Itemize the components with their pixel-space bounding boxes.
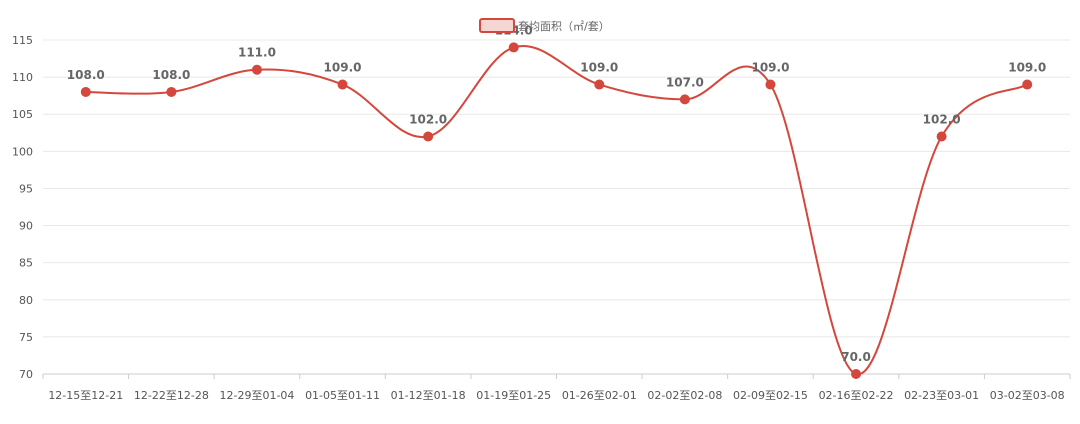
x-tick-label: 01-12至01-18 <box>391 389 466 402</box>
data-label: 109.0 <box>580 61 618 75</box>
y-axis: 115 110 105 100 95 90 85 80 75 70 <box>12 34 33 381</box>
data-point[interactable] <box>166 86 177 97</box>
legend-label[interactable]: 套均面积（㎡/套） <box>518 20 610 33</box>
series-line <box>85 45 1028 376</box>
data-point[interactable] <box>251 64 262 75</box>
x-tick-label: 01-19至01-25 <box>476 389 551 402</box>
x-tick-label: 03-02至03-08 <box>990 389 1065 402</box>
data-label: 108.0 <box>152 68 190 82</box>
data-point[interactable] <box>851 369 862 379</box>
y-tick-label: 110 <box>12 71 33 84</box>
y-tick-label: 75 <box>19 331 33 344</box>
data-point[interactable] <box>423 131 434 142</box>
data-point[interactable] <box>337 79 348 90</box>
data-label: 70.0 <box>841 350 871 364</box>
y-tick-label: 80 <box>19 294 33 307</box>
y-tick-label: 105 <box>12 108 33 121</box>
y-tick-label: 85 <box>19 257 33 270</box>
data-point[interactable] <box>594 79 605 90</box>
y-tick-label: 115 <box>12 34 33 47</box>
data-label: 109.0 <box>324 61 362 75</box>
x-tick-label: 01-05至01-11 <box>305 389 380 402</box>
legend-swatch[interactable] <box>479 18 515 33</box>
data-label: 109.0 <box>751 61 789 75</box>
data-point[interactable] <box>765 79 776 90</box>
y-tick-label: 95 <box>19 182 33 195</box>
data-label: 111.0 <box>238 46 276 60</box>
y-tick-label: 100 <box>12 145 33 158</box>
data-point[interactable] <box>679 94 690 105</box>
x-tick-label: 12-29至01-04 <box>219 389 294 402</box>
x-tick-label: 02-09至02-15 <box>733 389 808 402</box>
data-label: 108.0 <box>67 68 105 82</box>
y-tick-label: 70 <box>19 368 33 381</box>
legend[interactable]: 套均面积（㎡/套） <box>479 18 610 33</box>
data-label: 102.0 <box>409 112 447 126</box>
x-tick-label: 02-16至02-22 <box>819 389 894 402</box>
data-point[interactable] <box>508 42 519 53</box>
data-label: 109.0 <box>1008 61 1046 75</box>
x-tick-label: 12-15至12-21 <box>48 389 123 402</box>
y-tick-label: 90 <box>19 220 33 233</box>
x-tick-label: 01-26至02-01 <box>562 389 637 402</box>
series-layer: 108.0108.0111.0109.0102.0114.0109.0107.0… <box>67 23 1046 379</box>
data-point[interactable] <box>1022 79 1033 90</box>
data-point[interactable] <box>80 86 91 97</box>
data-label: 107.0 <box>666 75 704 89</box>
x-axis: 12-15至12-21 12-22至12-28 12-29至01-04 01-05至0… <box>42 373 1071 402</box>
x-tick-label: 12-22至12-28 <box>134 389 209 402</box>
data-label: 102.0 <box>923 112 961 126</box>
x-tick-label: 02-02至02-08 <box>647 389 722 402</box>
x-tick-label: 02-23至03-01 <box>904 389 979 402</box>
data-point[interactable] <box>936 131 947 142</box>
